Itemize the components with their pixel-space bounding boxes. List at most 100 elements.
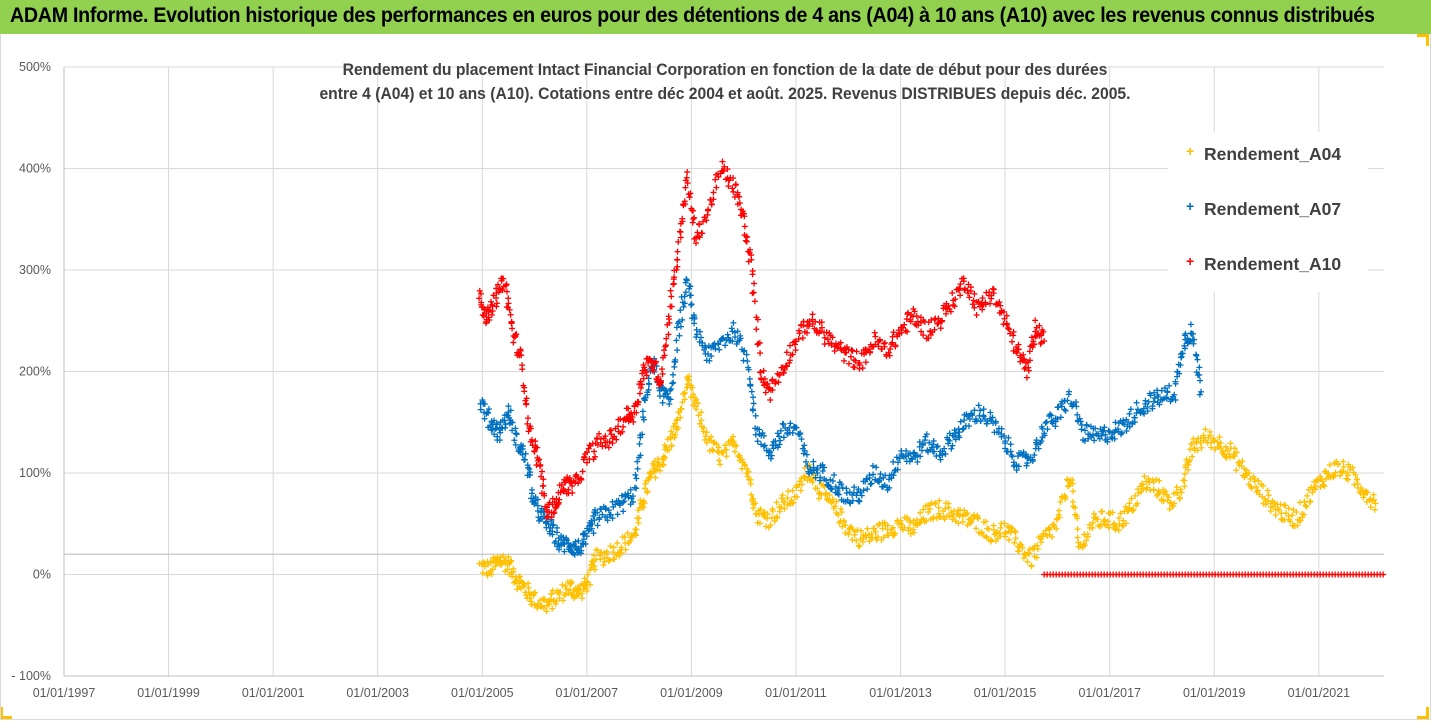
point-a10: [1025, 367, 1032, 374]
point-a04: [1122, 503, 1129, 510]
point-a04: [935, 504, 942, 511]
point-a04: [1233, 449, 1240, 456]
point-a04: [674, 416, 681, 423]
point-a07: [716, 346, 723, 353]
point-a04: [1129, 507, 1136, 514]
point-a07: [1198, 388, 1205, 395]
point-a04: [1101, 516, 1108, 523]
point-a07: [949, 442, 956, 449]
point-a04: [591, 563, 598, 570]
point-a04: [1222, 443, 1229, 450]
point-a10: [927, 331, 934, 338]
point-a04: [1364, 489, 1371, 496]
point-a07: [870, 471, 877, 478]
point-a10: [841, 357, 848, 364]
point-a07: [674, 347, 681, 354]
point-a07: [869, 462, 876, 469]
point-a07: [633, 475, 640, 482]
point-a07: [789, 429, 796, 436]
point-a10: [683, 174, 690, 181]
point-a04: [655, 459, 662, 466]
point-a07: [914, 458, 921, 465]
point-a04: [763, 523, 770, 530]
point-a07: [941, 445, 948, 452]
point-a04: [1109, 509, 1116, 516]
point-a04: [917, 519, 924, 526]
point-a04: [978, 529, 985, 536]
point-a10: [761, 375, 768, 382]
point-a04: [1028, 562, 1035, 569]
point-a07: [1015, 463, 1022, 470]
point-a04: [773, 499, 780, 506]
point-a10: [900, 324, 907, 331]
point-a04: [864, 525, 871, 532]
point-a04: [1303, 503, 1310, 510]
point-a04: [714, 448, 721, 455]
point-a07: [917, 453, 924, 460]
point-a07: [1196, 371, 1203, 378]
point-a10: [848, 346, 855, 353]
point-a07: [956, 429, 963, 436]
point-a04: [1332, 469, 1339, 476]
point-a07: [618, 492, 625, 499]
point-a04: [822, 490, 829, 497]
point-a07: [1196, 364, 1203, 371]
point-a10: [818, 319, 825, 326]
point-a10: [684, 169, 691, 176]
point-a07: [1193, 352, 1200, 359]
point-a04: [933, 515, 940, 522]
point-a04: [750, 505, 757, 512]
point-a04: [1174, 490, 1181, 497]
point-a07: [1181, 345, 1188, 352]
point-a04: [525, 584, 532, 591]
point-a10: [760, 367, 767, 374]
point-a10: [710, 189, 717, 196]
point-a07: [810, 467, 817, 474]
point-a04: [797, 487, 804, 494]
point-a04: [1360, 494, 1367, 501]
point-a04: [575, 591, 582, 598]
point-a10: [751, 280, 758, 287]
point-a07: [580, 536, 587, 543]
point-a04: [945, 504, 952, 511]
point-a07: [916, 439, 923, 446]
point-a10: [687, 190, 694, 197]
point-a07: [493, 421, 500, 428]
point-a04: [492, 563, 499, 570]
point-a07: [951, 427, 958, 434]
point-a04: [839, 523, 846, 530]
point-a04: [1080, 541, 1087, 548]
point-a04: [985, 525, 992, 532]
point-a04: [1309, 489, 1316, 496]
point-a07: [1178, 353, 1185, 360]
point-a07: [843, 490, 850, 497]
point-a04: [1265, 492, 1272, 499]
point-a07: [888, 475, 895, 482]
point-a10: [931, 326, 938, 333]
banner-title: ADAM Informe. Evolution historique des p…: [10, 4, 1375, 27]
point-a04: [713, 441, 720, 448]
point-a07: [1111, 435, 1118, 442]
x-tick-label: 01/01/2003: [346, 686, 409, 700]
point-a10: [493, 295, 500, 302]
point-a04: [1141, 473, 1148, 480]
point-a10: [579, 468, 586, 475]
point-a04: [671, 420, 678, 427]
point-a10: [769, 376, 776, 383]
point-a07: [1007, 441, 1014, 448]
point-a07: [860, 487, 867, 494]
x-tick-label: 01/01/2017: [1078, 686, 1141, 700]
point-a07: [676, 318, 683, 325]
point-a07: [1131, 414, 1138, 421]
point-a10: [789, 351, 796, 358]
point-a04: [710, 447, 717, 454]
point-a07: [1029, 458, 1036, 465]
point-a07: [895, 459, 902, 466]
point-a07: [1089, 432, 1096, 439]
point-a04: [909, 526, 916, 533]
point-a07: [720, 335, 727, 342]
point-a07: [801, 442, 808, 449]
point-a10: [509, 325, 516, 332]
point-a04: [757, 506, 764, 513]
point-a07: [722, 342, 729, 349]
